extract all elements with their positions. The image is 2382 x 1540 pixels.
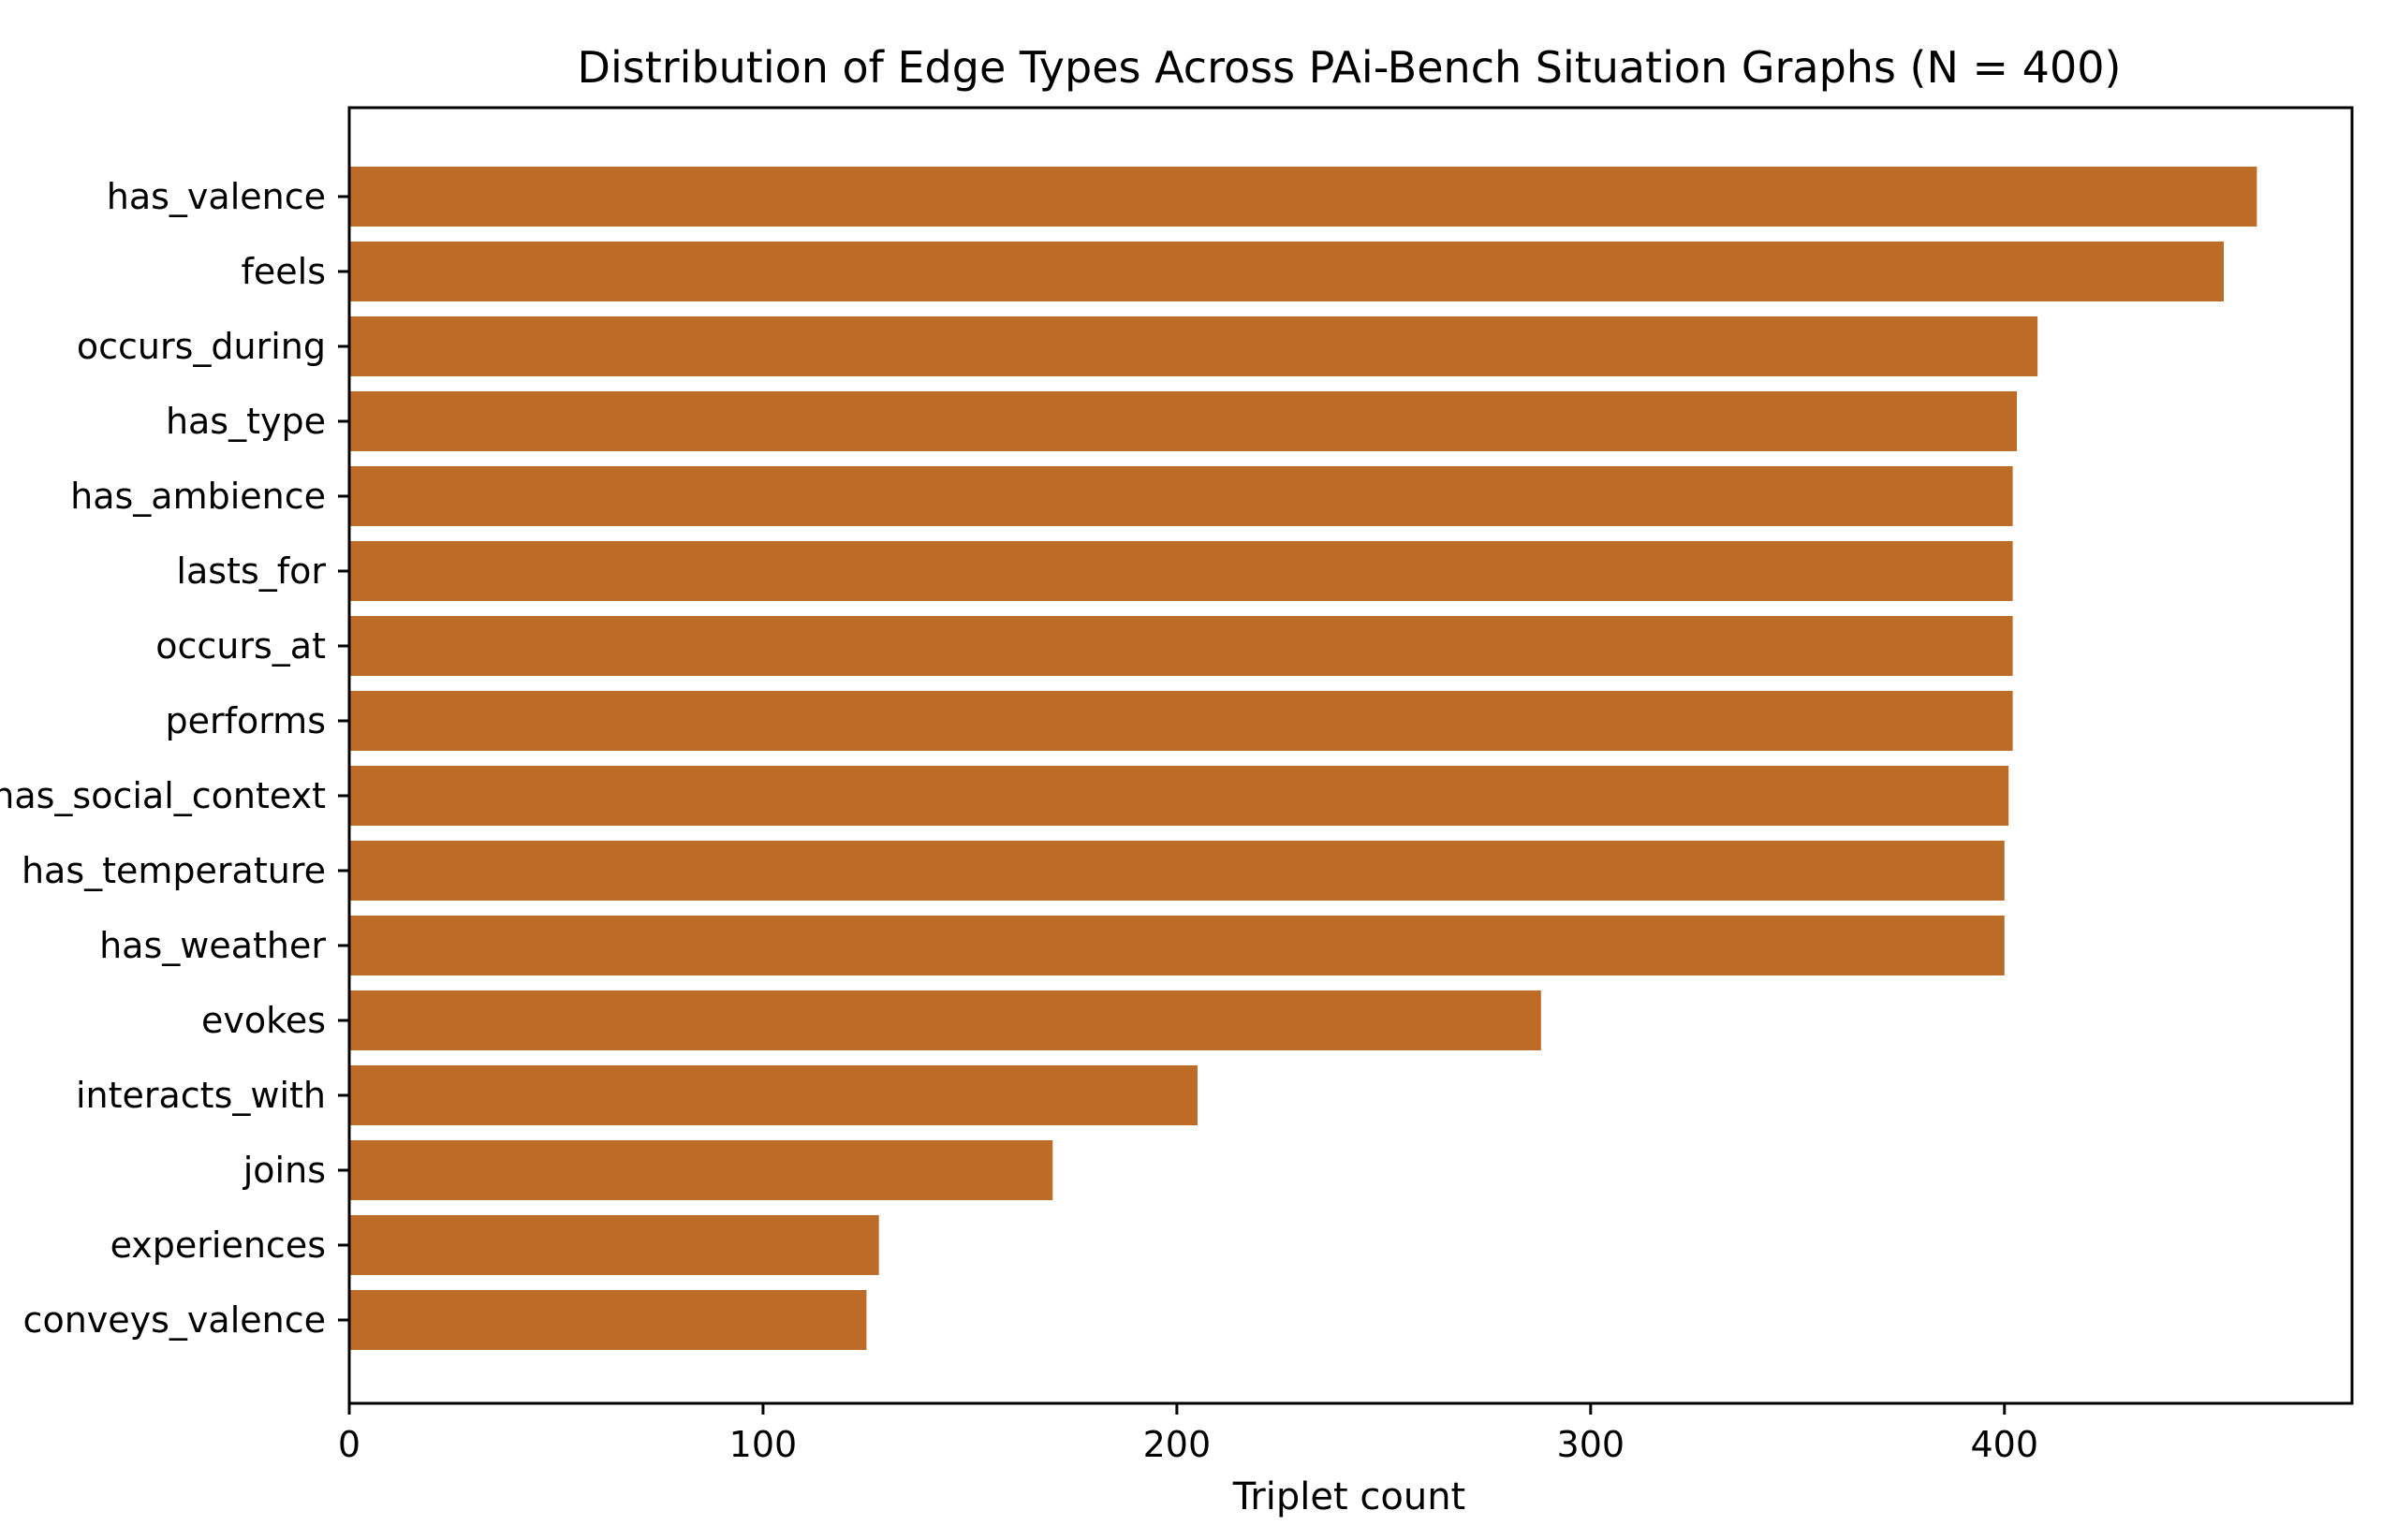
bar-interacts-with bbox=[349, 1065, 1198, 1125]
y-tick-label-occurs-during: occurs_during bbox=[77, 326, 326, 367]
bar-conveys-valence bbox=[349, 1290, 867, 1350]
bar-has-valence bbox=[349, 167, 2257, 227]
bar-joins bbox=[349, 1140, 1053, 1200]
bar-has-social-context bbox=[349, 766, 2009, 826]
y-tick-label-feels: feels bbox=[242, 251, 327, 292]
y-tick-label-lasts-for: lasts_for bbox=[176, 550, 326, 592]
y-tick-label-evokes: evokes bbox=[201, 1000, 326, 1041]
y-tick-label-has-social-context: has_social_context bbox=[0, 775, 326, 816]
x-axis-label: Triplet count bbox=[1232, 1475, 1465, 1518]
bar-occurs-during bbox=[349, 316, 2038, 376]
chart-title: Distribution of Edge Types Across PAi-Be… bbox=[578, 42, 2122, 93]
y-tick-label-has-valence: has_valence bbox=[107, 176, 326, 217]
x-axis: 0 100 200 300 400 bbox=[338, 1403, 2038, 1465]
x-tick-label-0: 0 bbox=[338, 1424, 360, 1465]
bar-has-temperature bbox=[349, 841, 2005, 901]
y-tick-label-occurs-at: occurs_at bbox=[155, 625, 326, 667]
y-tick-label-performs: performs bbox=[165, 700, 326, 741]
y-tick-label-has-type: has_type bbox=[166, 401, 326, 442]
bar-experiences bbox=[349, 1215, 879, 1275]
x-tick-label-400: 400 bbox=[1971, 1424, 2039, 1465]
x-tick-label-300: 300 bbox=[1557, 1424, 1625, 1465]
bar-feels bbox=[349, 242, 2224, 301]
bars-layer bbox=[349, 167, 2257, 1350]
plot-frame bbox=[347, 106, 2354, 1405]
bar-has-weather bbox=[349, 916, 2005, 975]
x-tick-label-100: 100 bbox=[729, 1424, 798, 1465]
bar-has-type bbox=[349, 391, 2018, 451]
y-tick-label-has-weather: has_weather bbox=[99, 925, 326, 966]
y-tick-label-interacts-with: interacts_with bbox=[76, 1075, 326, 1116]
bar-has-ambience bbox=[349, 466, 2013, 526]
bar-performs bbox=[349, 691, 2013, 751]
bar-evokes bbox=[349, 990, 1541, 1050]
y-tick-label-conveys-valence: conveys_valence bbox=[23, 1299, 326, 1341]
y-tick-label-has-temperature: has_temperature bbox=[22, 850, 326, 891]
x-tick-label-200: 200 bbox=[1143, 1424, 1212, 1465]
bar-occurs-at bbox=[349, 616, 2013, 676]
y-tick-label-has-ambience: has_ambience bbox=[70, 476, 326, 517]
y-tick-label-joins: joins bbox=[243, 1150, 326, 1191]
bar-lasts-for bbox=[349, 541, 2013, 601]
y-tick-label-experiences: experiences bbox=[110, 1225, 326, 1266]
